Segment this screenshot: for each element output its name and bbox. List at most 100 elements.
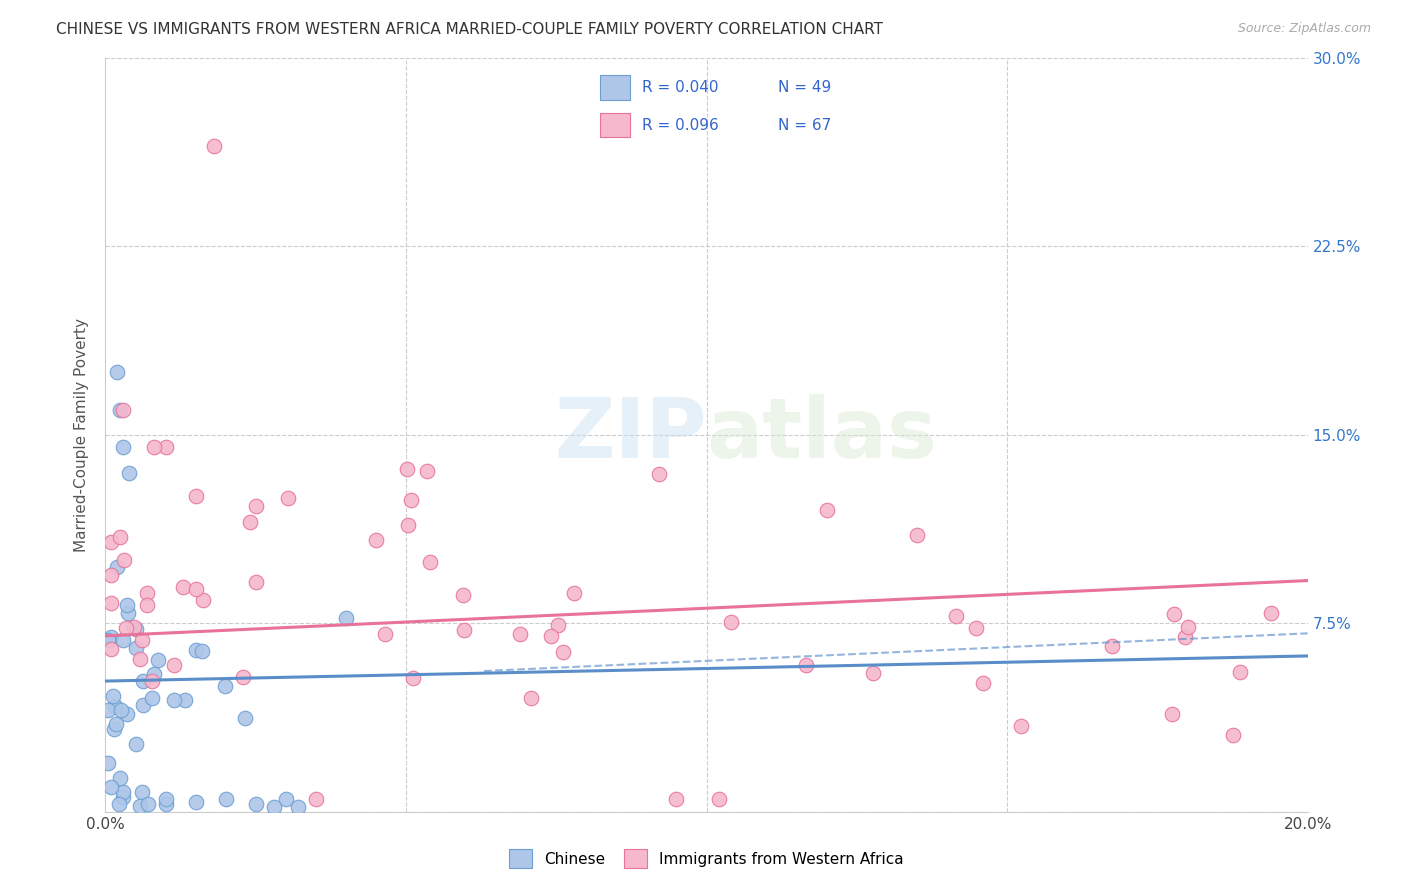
- Point: [163, 657, 186, 672]
- Point: [100, 534, 122, 549]
- Point: [155, 792, 177, 806]
- Point: [97, 756, 120, 770]
- Point: [155, 441, 177, 455]
- Text: R = 0.040: R = 0.040: [643, 79, 718, 95]
- Point: [128, 798, 150, 813]
- Point: [172, 580, 194, 594]
- Point: [1222, 728, 1244, 742]
- Point: [1163, 607, 1185, 621]
- Point: [131, 698, 153, 712]
- Text: R = 0.096: R = 0.096: [643, 118, 718, 133]
- Point: [100, 780, 122, 794]
- Point: [1229, 665, 1251, 679]
- Point: [1174, 630, 1197, 644]
- Point: [186, 489, 208, 503]
- Point: [97, 632, 120, 647]
- Point: [118, 466, 141, 480]
- Point: [184, 795, 207, 809]
- Point: [905, 528, 928, 542]
- Point: [665, 792, 688, 806]
- Point: [131, 633, 153, 648]
- Point: [108, 797, 131, 812]
- Text: ZIP: ZIP: [554, 394, 707, 475]
- Point: [110, 703, 132, 717]
- Point: [277, 491, 299, 505]
- Bar: [599, 112, 630, 137]
- Point: [451, 588, 474, 602]
- Point: [335, 611, 357, 625]
- Point: [131, 785, 153, 799]
- Point: [815, 503, 838, 517]
- Point: [136, 586, 159, 600]
- Point: [186, 643, 208, 657]
- Point: [101, 690, 124, 704]
- Point: [374, 626, 396, 640]
- Point: [232, 670, 254, 684]
- Point: [193, 593, 215, 607]
- Text: atlas: atlas: [707, 394, 938, 475]
- Point: [103, 722, 125, 736]
- Point: [305, 792, 328, 806]
- Point: [136, 599, 159, 613]
- Point: [553, 645, 575, 659]
- Point: [111, 785, 134, 799]
- Point: [112, 402, 135, 417]
- Point: [115, 598, 138, 612]
- Y-axis label: Married-Couple Family Poverty: Married-Couple Family Poverty: [75, 318, 90, 552]
- Point: [239, 515, 262, 529]
- Point: [108, 772, 131, 786]
- Point: [129, 652, 152, 666]
- Text: Source: ZipAtlas.com: Source: ZipAtlas.com: [1237, 22, 1371, 36]
- Point: [245, 574, 267, 589]
- Point: [111, 632, 134, 647]
- Point: [401, 492, 423, 507]
- Point: [142, 666, 165, 681]
- Point: [965, 621, 987, 635]
- Point: [124, 641, 146, 656]
- Legend: Chinese, Immigrants from Western Africa: Chinese, Immigrants from Western Africa: [502, 842, 911, 876]
- Point: [131, 673, 153, 688]
- Text: CHINESE VS IMMIGRANTS FROM WESTERN AFRICA MARRIED-COUPLE FAMILY POVERTY CORRELAT: CHINESE VS IMMIGRANTS FROM WESTERN AFRIC…: [56, 22, 883, 37]
- Point: [111, 790, 134, 805]
- Point: [155, 797, 177, 811]
- Point: [402, 671, 425, 685]
- Point: [141, 691, 163, 706]
- Point: [117, 606, 139, 620]
- Point: [364, 533, 387, 547]
- Text: N = 67: N = 67: [778, 118, 831, 133]
- Point: [100, 630, 122, 644]
- Point: [287, 799, 309, 814]
- Point: [107, 365, 129, 379]
- Point: [186, 582, 208, 596]
- Point: [396, 517, 419, 532]
- Point: [124, 620, 146, 634]
- Point: [562, 585, 585, 599]
- Point: [233, 711, 256, 725]
- Point: [245, 499, 267, 513]
- Point: [720, 615, 742, 629]
- Point: [520, 690, 543, 705]
- Point: [115, 706, 138, 721]
- Point: [112, 553, 135, 567]
- Point: [1260, 606, 1282, 620]
- Point: [173, 692, 195, 706]
- Point: [100, 641, 122, 656]
- Point: [245, 797, 267, 812]
- Point: [274, 792, 297, 806]
- Point: [972, 675, 994, 690]
- Point: [100, 596, 122, 610]
- Point: [146, 653, 169, 667]
- Point: [453, 623, 475, 637]
- Point: [945, 609, 967, 624]
- Point: [124, 622, 146, 636]
- Point: [214, 679, 236, 693]
- Point: [142, 441, 165, 455]
- Point: [862, 665, 884, 680]
- Point: [707, 792, 730, 806]
- Point: [794, 657, 817, 672]
- Point: [163, 693, 186, 707]
- Point: [647, 467, 669, 481]
- Bar: [599, 75, 630, 100]
- Point: [105, 716, 128, 731]
- Point: [104, 699, 127, 714]
